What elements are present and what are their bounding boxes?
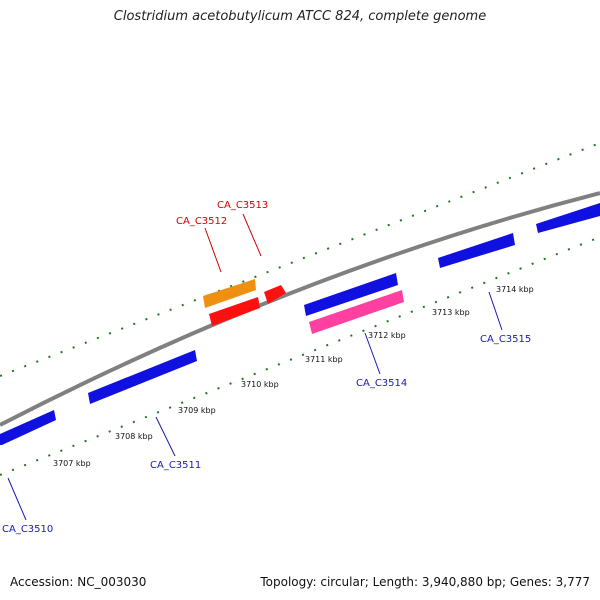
gene-pink[interactable] [309, 290, 404, 334]
gene-orange[interactable] [203, 279, 256, 308]
gene-ca-c3510[interactable] [0, 410, 56, 445]
gene-blue-right[interactable] [536, 203, 600, 233]
genome-backbone [0, 191, 600, 427]
tick-label: 3711 kbp [305, 355, 343, 364]
gene-label-ca-c3514[interactable]: CA_C3514 [356, 378, 407, 389]
gene-label-ca-c3513[interactable]: CA_C3513 [217, 200, 268, 211]
gene-label-ca-c3512[interactable]: CA_C3512 [176, 216, 227, 227]
genome-summary-text: Topology: circular; Length: 3,940,880 bp… [260, 575, 590, 589]
tick-label: 3707 kbp [53, 459, 91, 468]
tick-label: 3710 kbp [241, 380, 279, 389]
tick-label: 3708 kbp [115, 432, 153, 441]
red-leader-lines [204, 213, 262, 273]
tick-label: 3713 kbp [432, 308, 470, 317]
tick-label: 3714 kbp [496, 285, 534, 294]
tick-label: 3712 kbp [368, 331, 406, 340]
blue-leader-lines [7, 291, 503, 521]
gene-ca-c3512[interactable] [209, 297, 260, 326]
lower-tick-track [0, 236, 600, 476]
gene-label-ca-c3515[interactable]: CA_C3515 [480, 334, 531, 345]
gene-label-ca-c3511[interactable]: CA_C3511 [150, 460, 201, 471]
accession-text: Accession: NC_003030 [10, 575, 147, 589]
gene-ca-c3515[interactable] [438, 233, 515, 268]
gene-ca-c3514[interactable] [304, 273, 398, 316]
genome-title: Clostridium acetobutylicum ATCC 824, com… [113, 9, 487, 24]
tick-label: 3709 kbp [178, 406, 216, 415]
gene-ca-c3511[interactable] [88, 350, 197, 404]
gene-label-ca-c3510[interactable]: CA_C3510 [2, 524, 53, 535]
gene-ca-c3513[interactable] [264, 285, 286, 304]
